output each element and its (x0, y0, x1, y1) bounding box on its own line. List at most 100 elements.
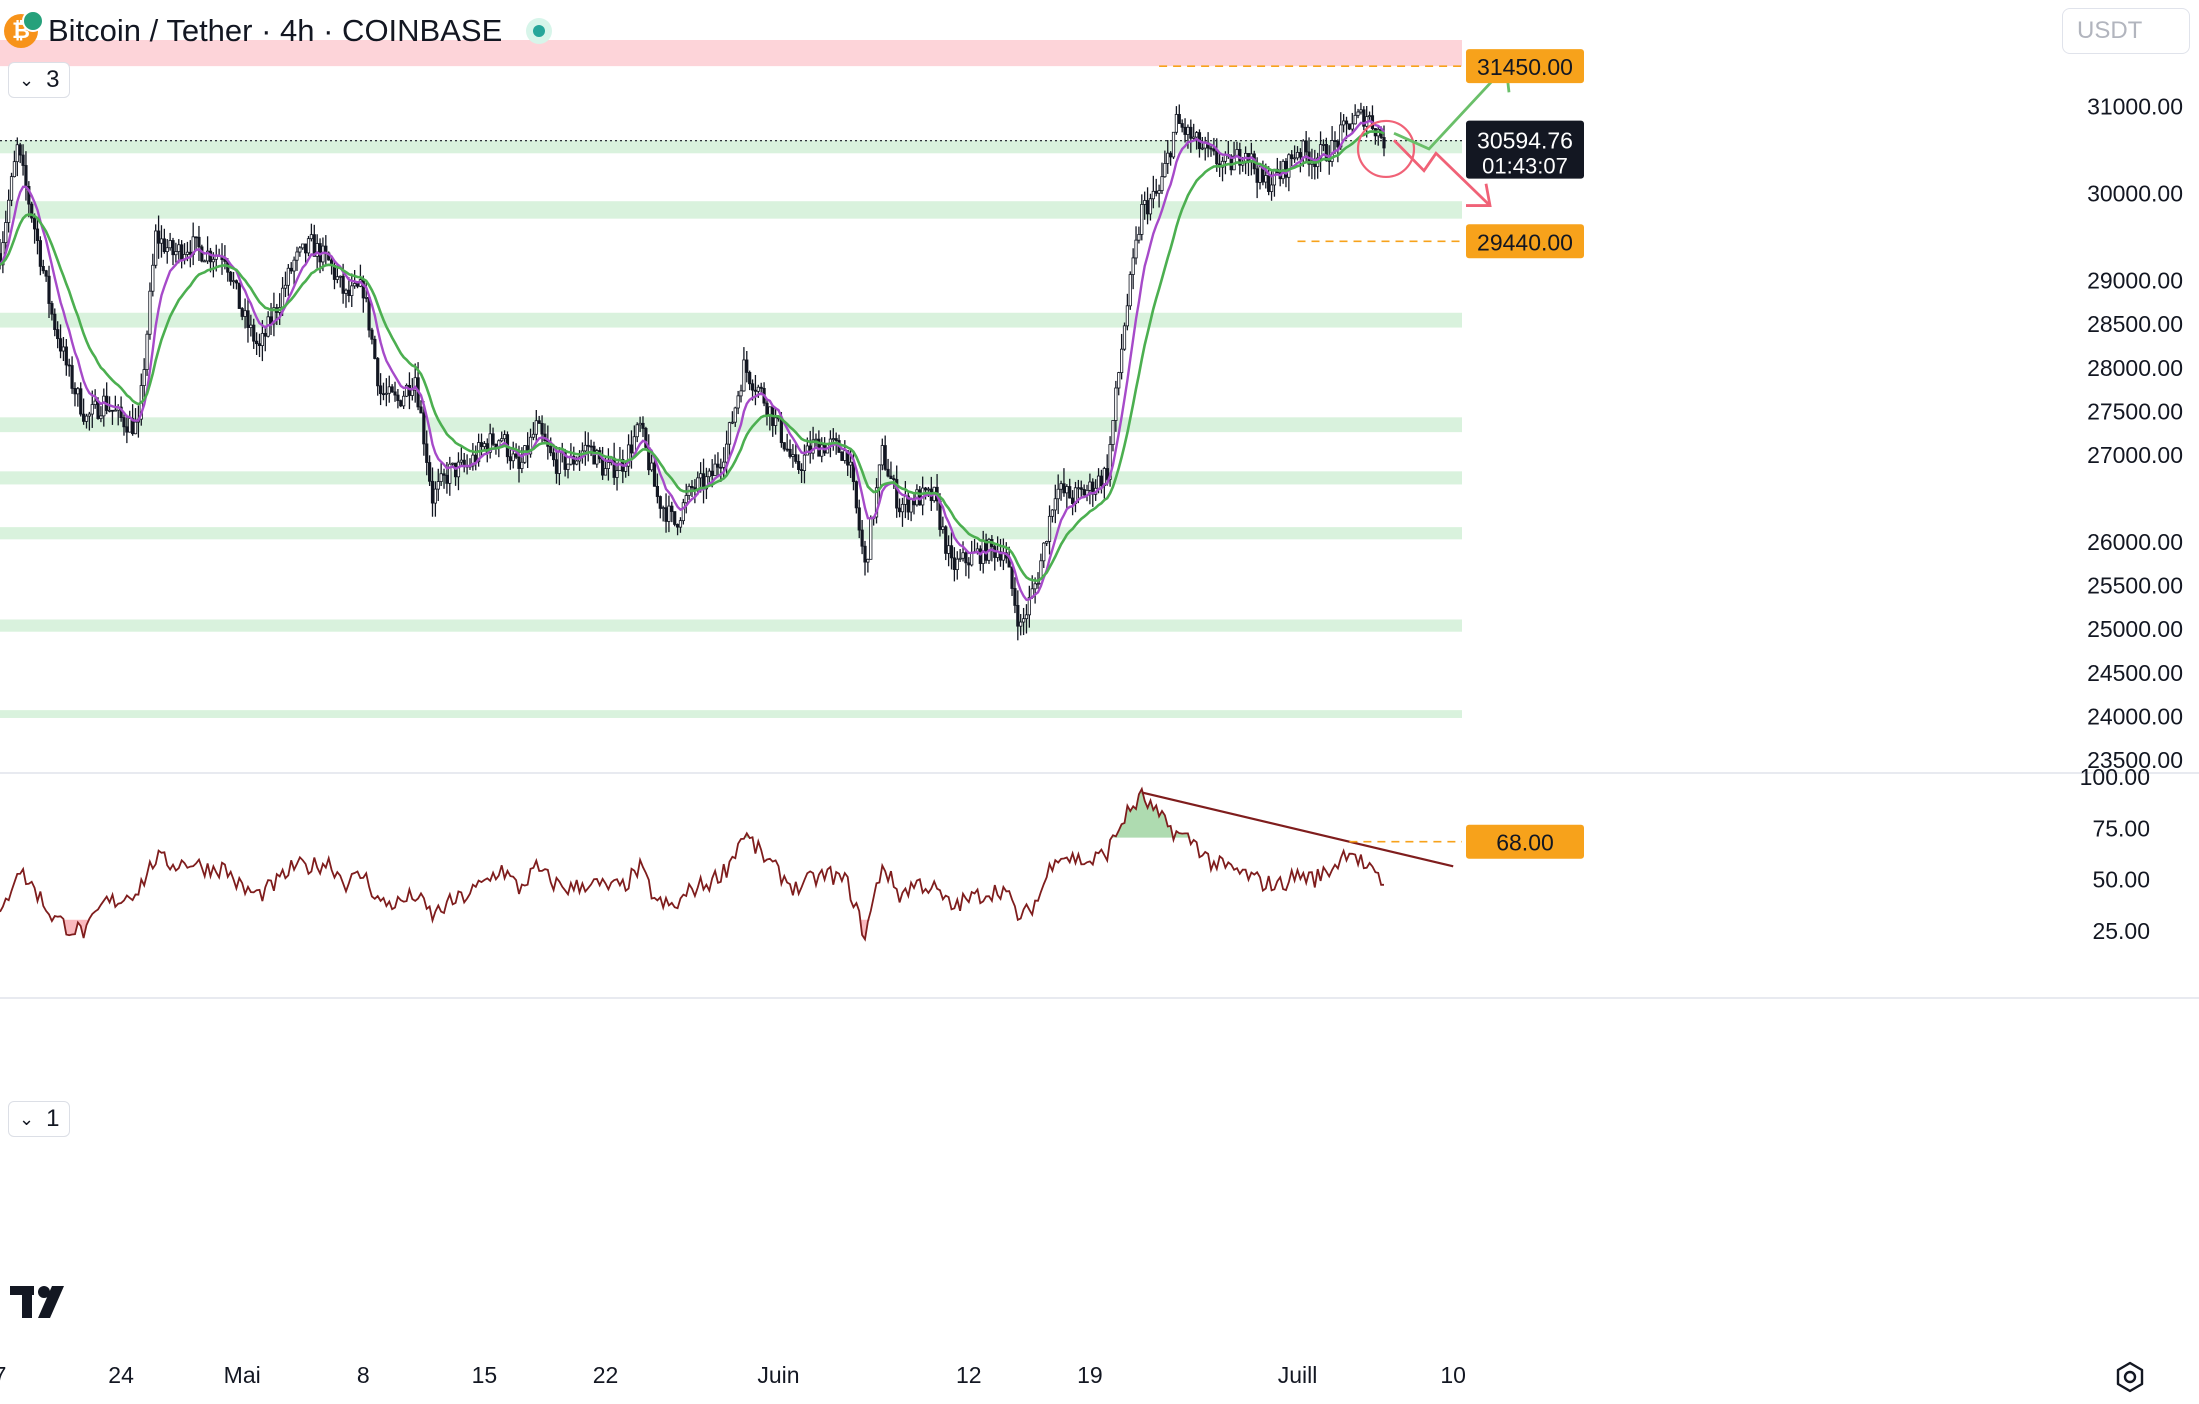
candle-body (500, 438, 504, 442)
candle-body (586, 444, 590, 447)
main-pane-indicators-toggle[interactable]: ⌄ 3 (8, 62, 71, 98)
candle-body (1148, 198, 1153, 215)
candle-body (30, 203, 34, 219)
candle-body (791, 454, 795, 457)
candle-body (306, 238, 311, 254)
candle-body (967, 562, 971, 566)
price-tick-label: 28500.00 (2087, 311, 2183, 337)
candle-body (399, 400, 403, 407)
support-zone (0, 619, 1462, 632)
price-tick-label: 30000.00 (2087, 181, 2183, 207)
candle-body (1200, 147, 1204, 150)
candle-body (347, 289, 351, 296)
candle-body (733, 407, 737, 423)
candle-body (843, 450, 847, 461)
candle-body (502, 434, 507, 440)
candle-body (15, 144, 19, 163)
candle-body (93, 400, 97, 405)
symbol-header[interactable]: ₿ Bitcoin / Tether · 4h · COINBASE (4, 8, 553, 54)
candle-body (629, 444, 634, 454)
candle-body (1036, 583, 1040, 586)
bearish-arrow-head (1466, 183, 1492, 207)
candle-body (125, 426, 129, 433)
candle-body (1108, 444, 1112, 480)
gear-icon[interactable] (2113, 1360, 2147, 1394)
price-tick-label: 26000.00 (2087, 529, 2183, 555)
candle-body (154, 230, 158, 266)
candle-body (448, 463, 452, 484)
candle-body (315, 243, 319, 257)
candle-body (1071, 497, 1075, 504)
current-price-box (1466, 120, 1584, 179)
candle-body (537, 420, 541, 424)
candle-body (854, 481, 858, 509)
candle-body (1065, 486, 1069, 494)
support-zone (0, 201, 1462, 219)
candle-body (606, 462, 610, 469)
candle-body (549, 445, 553, 454)
candle-body (27, 185, 31, 205)
candle-body (947, 545, 951, 554)
candle-body (257, 343, 262, 347)
candle-body (1079, 487, 1083, 490)
candle-body (70, 365, 74, 389)
candle-body (794, 454, 798, 462)
candle-body (298, 247, 302, 253)
candle-body (736, 395, 740, 409)
candle-body (811, 439, 815, 454)
currency-selector[interactable]: USDT (2062, 8, 2190, 54)
tradingview-logo-icon[interactable] (10, 1282, 74, 1322)
time-tick-label: 12 (956, 1362, 982, 1388)
candle-body (64, 346, 68, 366)
candle-body (107, 409, 112, 412)
candle-body (445, 474, 449, 484)
candle-body (638, 422, 642, 426)
candle-body (1076, 487, 1080, 490)
price-tick-label: 24000.00 (2087, 703, 2183, 729)
bitcoin-icon: ₿ (4, 10, 44, 48)
candle-body (1082, 489, 1086, 496)
candle-body (1183, 126, 1187, 135)
candle-body (301, 243, 305, 249)
candle-body (650, 462, 654, 471)
candle-body (626, 444, 631, 467)
candle-body (171, 240, 175, 256)
candle-body (419, 406, 423, 414)
candle-body (1016, 605, 1020, 627)
support-zone (0, 471, 1462, 485)
candle-body (1111, 420, 1115, 445)
low-price-label-box (1466, 224, 1584, 259)
candle-body (722, 461, 726, 468)
candle-body (1166, 152, 1170, 164)
candle-body (7, 199, 11, 223)
candle-body (1120, 348, 1124, 374)
candle-body (436, 481, 440, 490)
candle-body (231, 280, 236, 283)
candle-body (892, 478, 896, 481)
candle-body (941, 526, 945, 530)
candle-body (1267, 175, 1271, 192)
candle-body (750, 383, 755, 391)
candle-body (949, 545, 954, 559)
candle-body (1215, 150, 1219, 165)
candle-body (1157, 190, 1161, 194)
candle-body (18, 144, 22, 156)
candle-body (1047, 515, 1052, 542)
rsi-level-label: 68.00 (1496, 830, 1554, 856)
rsi-divergence-trendline (1141, 791, 1454, 868)
chevron-down-icon: ⌄ (19, 69, 35, 90)
rsi-pane-indicators-toggle[interactable]: ⌄ 1 (8, 1101, 71, 1137)
market-open-status-icon (526, 18, 553, 44)
candle-body (1154, 190, 1158, 194)
candle-body (566, 463, 570, 470)
candle-body (1258, 166, 1262, 183)
candle-body (1050, 509, 1055, 517)
candle-body (174, 251, 178, 256)
price-tick-label: 25500.00 (2087, 573, 2183, 599)
candle-body (148, 290, 152, 335)
candle-body (33, 217, 37, 230)
candle-body (410, 389, 414, 396)
currency-label: USDT (2077, 17, 2143, 44)
candle-body (309, 234, 314, 240)
